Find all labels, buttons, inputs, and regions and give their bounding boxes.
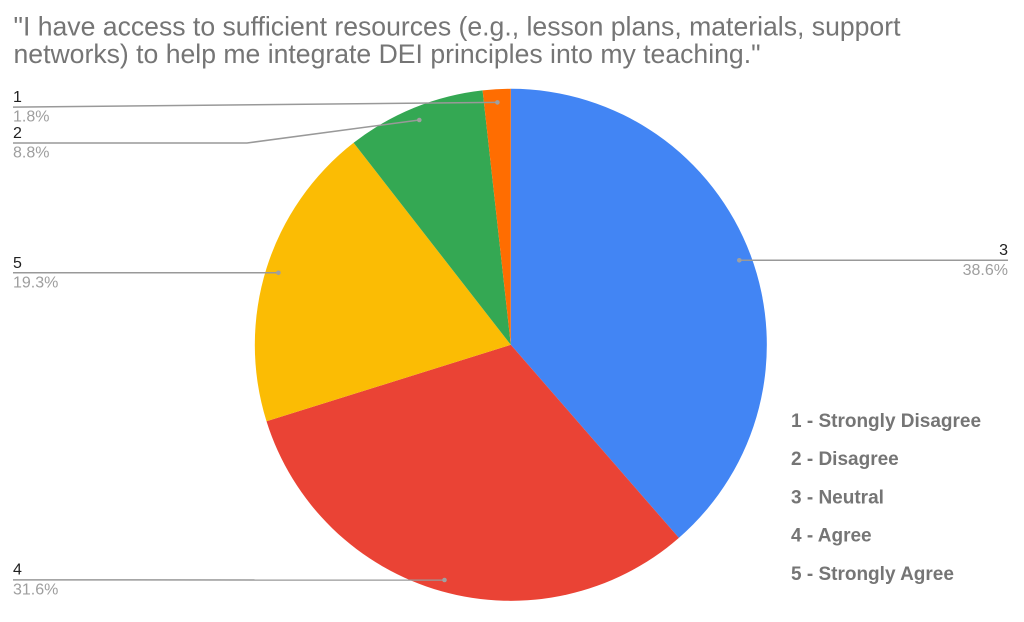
svg-text:19.3%: 19.3% [13,275,58,292]
svg-text:2 - Disagree: 2 - Disagree [791,449,899,470]
svg-text:networks) to help me integrate: networks) to help me integrate DEI princ… [14,39,761,69]
svg-text:5: 5 [13,255,22,272]
svg-text:8.8%: 8.8% [13,145,49,162]
svg-text:5 - Strongly Agree: 5 - Strongly Agree [791,564,954,585]
svg-text:4 - Agree: 4 - Agree [791,526,872,547]
svg-text:3 - Neutral: 3 - Neutral [791,487,884,508]
svg-text:2: 2 [13,125,22,142]
svg-text:1: 1 [13,89,22,106]
svg-text:1 - Strongly Disagree: 1 - Strongly Disagree [791,411,981,432]
svg-text:1.8%: 1.8% [13,109,49,126]
svg-text:"I have access to sufficient r: "I have access to sufficient resources (… [14,12,902,42]
svg-text:3: 3 [999,242,1008,259]
svg-text:31.6%: 31.6% [13,582,58,599]
svg-text:4: 4 [13,562,22,579]
svg-text:38.6%: 38.6% [963,262,1008,279]
